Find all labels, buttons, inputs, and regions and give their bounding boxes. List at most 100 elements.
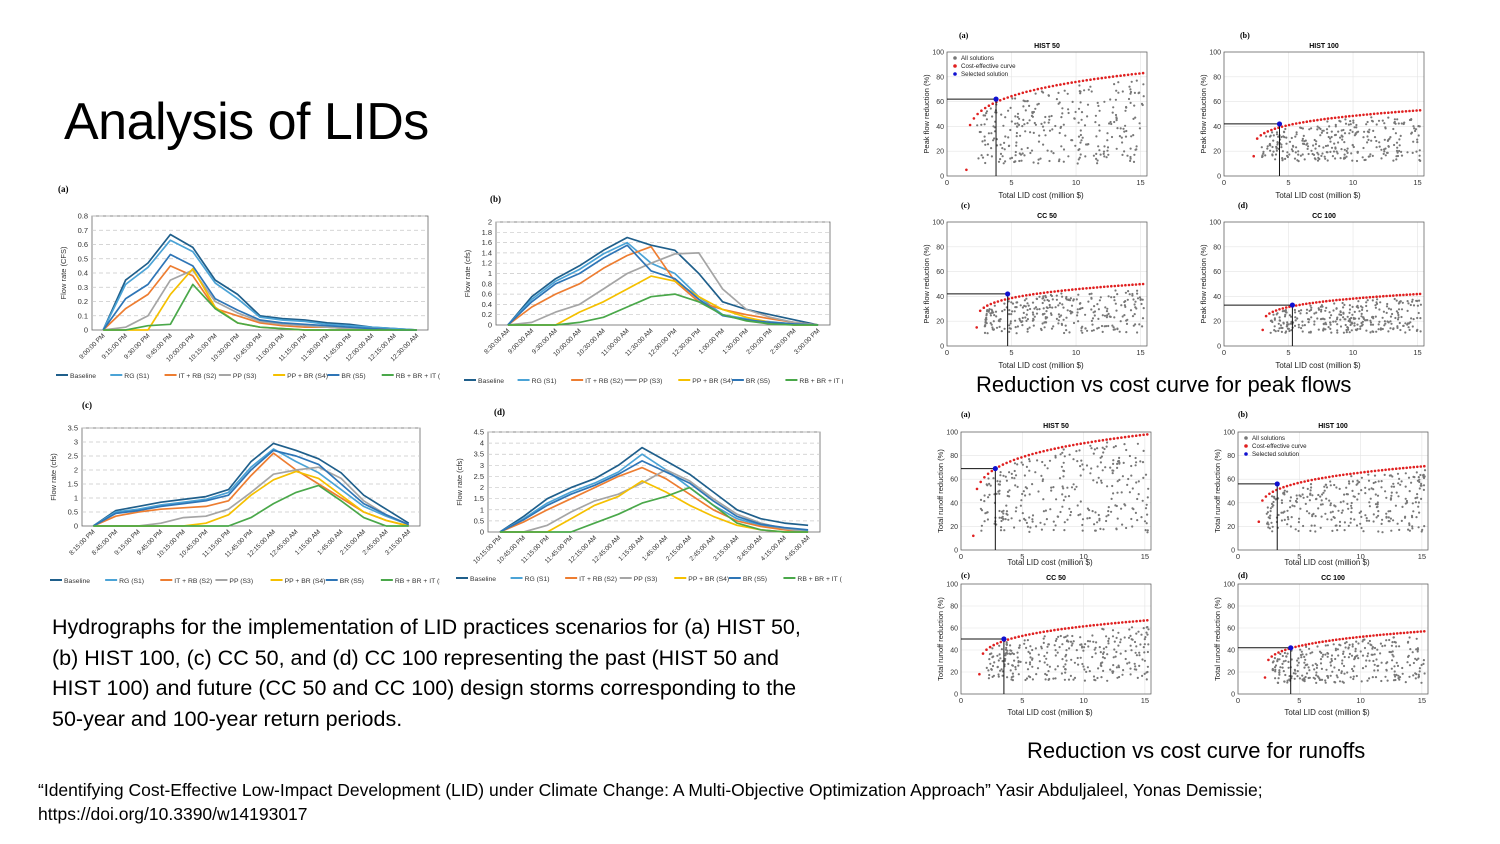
solution-point <box>1316 645 1319 648</box>
cost-effective-point <box>1078 625 1081 629</box>
solution-point <box>1053 644 1056 647</box>
solution-point <box>1010 678 1013 681</box>
solution-point <box>1018 644 1021 647</box>
cost-effective-point <box>991 102 994 105</box>
solution-point <box>1353 665 1356 668</box>
solution-point <box>998 325 1001 328</box>
solution-point <box>1099 456 1102 459</box>
solution-point <box>1115 116 1118 119</box>
solution-point <box>1326 131 1329 134</box>
solution-point <box>1050 114 1053 118</box>
solution-point <box>1081 523 1084 527</box>
solution-point <box>1286 154 1289 157</box>
solution-point <box>1283 489 1286 492</box>
solution-point <box>1286 323 1289 326</box>
cost-effective-point <box>1412 293 1415 296</box>
cost-effective-point <box>1292 482 1296 486</box>
solution-point <box>1102 652 1105 655</box>
solution-point <box>1389 136 1392 139</box>
solution-point <box>1361 156 1364 159</box>
solution-point <box>1401 666 1404 670</box>
solution-point <box>1406 641 1410 644</box>
solution-point <box>1081 463 1084 466</box>
y-tick-label: 4.5 <box>474 428 484 437</box>
solution-point <box>1056 665 1059 668</box>
solution-point <box>1393 665 1396 668</box>
solution-point <box>1416 138 1419 141</box>
solution-point <box>1093 648 1096 651</box>
solution-point <box>1345 155 1348 158</box>
plot-frame <box>1223 221 1425 347</box>
solution-point <box>1302 496 1305 499</box>
solution-point <box>1407 654 1410 657</box>
cost-effective-point <box>1395 632 1399 635</box>
solution-point <box>1016 656 1019 659</box>
cost-effective-point <box>1063 627 1067 630</box>
solution-point <box>1011 664 1014 667</box>
solution-point <box>1397 674 1400 677</box>
solution-point <box>1112 106 1115 109</box>
solution-point <box>1086 115 1089 118</box>
legend-marker <box>953 72 957 76</box>
x-tick-label: 10 <box>1079 552 1087 561</box>
y-tick-label: 2.5 <box>68 452 78 461</box>
solution-point <box>1036 667 1040 670</box>
solution-point <box>981 156 985 159</box>
solution-point <box>1135 461 1138 464</box>
solution-point <box>1124 504 1127 507</box>
solution-point <box>1137 480 1140 483</box>
solution-point <box>1369 321 1372 324</box>
solution-point <box>1011 672 1014 675</box>
solution-point <box>1297 661 1300 664</box>
solution-point <box>1042 143 1045 146</box>
solution-point <box>1354 317 1357 320</box>
solution-point <box>1277 322 1280 325</box>
solution-point <box>1374 304 1377 307</box>
solution-point <box>1038 295 1041 298</box>
solution-point <box>1322 129 1325 132</box>
solution-point <box>1371 120 1374 123</box>
solution-point <box>1404 322 1407 325</box>
cost-effective-point <box>1280 649 1284 653</box>
cost-effective-point <box>1002 97 1006 101</box>
solution-point <box>1054 654 1057 657</box>
solution-point <box>1312 144 1315 147</box>
y-tick-label: 1 <box>488 269 492 278</box>
solution-point <box>1043 326 1046 329</box>
solution-point <box>1396 118 1399 121</box>
solution-point <box>1051 128 1054 131</box>
y-tick-label: 1.5 <box>68 480 78 489</box>
solution-point <box>1357 492 1360 495</box>
cost-effective-point <box>1092 286 1095 289</box>
legend-entry: BR (S5) <box>746 378 770 385</box>
solution-point <box>1395 673 1398 676</box>
solution-point <box>1088 293 1091 296</box>
cost-effective-point <box>1001 463 1005 466</box>
solution-point <box>1372 129 1375 132</box>
cost-effective-point <box>1342 473 1345 477</box>
solution-point <box>1077 514 1080 517</box>
y-tick-label: 0.8 <box>482 279 492 288</box>
solution-point <box>1337 130 1340 133</box>
solution-point <box>1072 678 1075 681</box>
solution-point <box>1090 308 1093 311</box>
solution-point <box>1362 316 1365 319</box>
solution-point <box>1368 519 1371 522</box>
solution-point <box>1319 305 1322 308</box>
solution-point <box>1024 519 1027 522</box>
solution-point <box>1110 296 1113 299</box>
solution-point <box>1080 118 1083 121</box>
solution-point <box>1034 107 1037 110</box>
solution-point <box>1097 513 1100 517</box>
solution-point <box>1079 129 1082 132</box>
cost-effective-point <box>1071 288 1074 291</box>
solution-point <box>1070 486 1074 489</box>
solution-point <box>1278 658 1281 661</box>
solution-point <box>1036 308 1039 311</box>
x-tick-label: 15 <box>1413 178 1421 187</box>
solution-point <box>1304 664 1307 667</box>
solution-point <box>1066 486 1069 489</box>
solution-point <box>984 114 987 117</box>
solution-point <box>1274 668 1277 671</box>
cost-effective-point <box>1345 297 1348 301</box>
